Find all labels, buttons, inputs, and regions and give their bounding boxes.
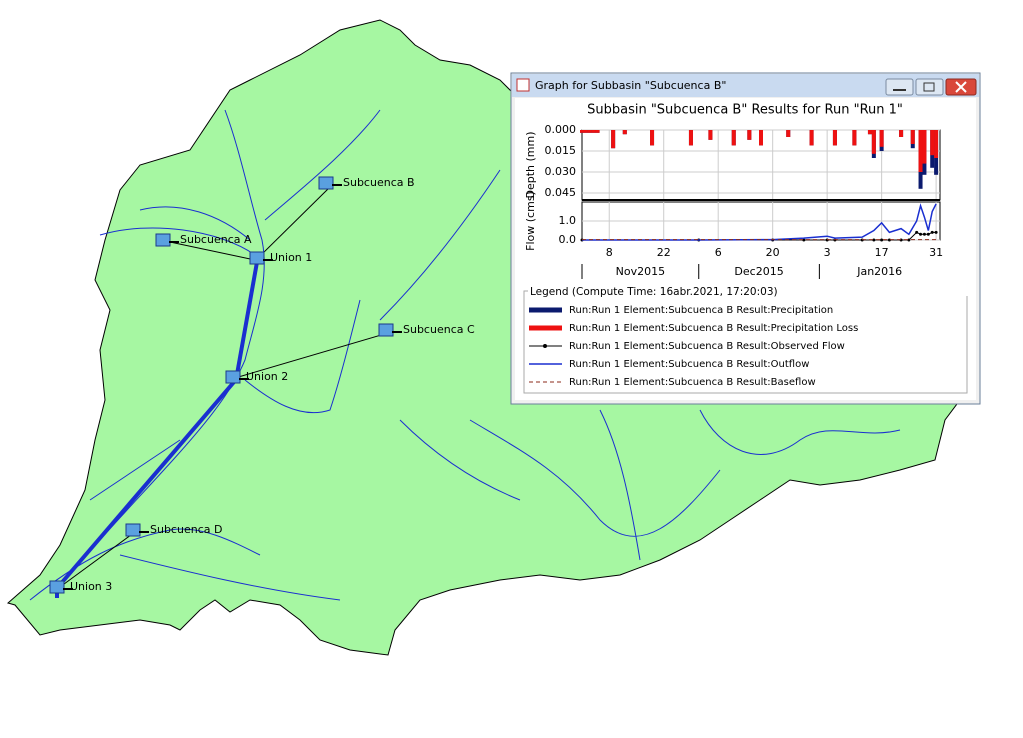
flow-marker: [919, 232, 923, 236]
depth-bar: [591, 130, 596, 133]
depth-bar: [922, 130, 927, 164]
depth-bar: [867, 130, 872, 135]
subbasin-icon: [318, 176, 334, 190]
flow-marker: [922, 232, 926, 236]
depth-bar: [708, 130, 713, 140]
junction-icon: [49, 580, 65, 594]
app-icon: [516, 78, 530, 92]
y-tick-label: 0.045: [545, 186, 577, 199]
x-tick-label: 8: [606, 246, 613, 259]
y-tick-label: 0.000: [545, 123, 577, 136]
depth-bar: [759, 130, 763, 146]
depth-bar: [622, 130, 627, 135]
depth-bar: [930, 130, 935, 156]
y-tick-label: 0.030: [545, 165, 577, 178]
depth-bar: [871, 130, 876, 154]
element-label: Subcuenca A: [180, 233, 252, 246]
depth-bar: [852, 130, 857, 146]
depth-bar: [809, 130, 814, 146]
subbasin-icon: [125, 523, 141, 537]
depth-bar: [731, 130, 736, 146]
minimize-button[interactable]: [885, 78, 914, 96]
element-label: Subcuenca C: [403, 323, 475, 336]
depth-bar: [747, 130, 752, 140]
depth-bar: [587, 130, 592, 133]
depth-bar: [786, 130, 791, 137]
y-tick-label: 0.015: [545, 144, 577, 157]
legend-entry: Run:Run 1 Element:Subcuenca B Result:Bas…: [569, 377, 816, 388]
depth-bar: [832, 130, 837, 146]
flow-marker: [915, 230, 919, 234]
element-label: Union 3: [70, 580, 112, 593]
flow-marker: [880, 238, 884, 242]
legend-entry: Run:Run 1 Element:Subcuenca B Result:Obs…: [569, 341, 845, 352]
depth-bar: [910, 130, 915, 144]
month-label: Nov2015: [616, 265, 665, 278]
depth-bar: [934, 130, 939, 158]
depth-bar: [879, 130, 884, 147]
legend-marker: [543, 344, 547, 348]
rivers: [29, 109, 901, 601]
x-tick-label: 20: [766, 246, 780, 259]
maximize-button[interactable]: [915, 78, 944, 96]
depth-bar: [899, 130, 904, 137]
y-axis-label: Depth (mm): [524, 131, 537, 198]
depth-bar: [650, 130, 655, 146]
depth-bar: [580, 130, 584, 133]
element-label: Union 1: [270, 251, 312, 264]
flow-line: [582, 203, 937, 241]
depth-bar: [918, 130, 923, 172]
element-label: Subcuenca B: [343, 176, 415, 189]
legend-entry: Run:Run 1 Element:Subcuenca B Result:Pre…: [569, 305, 833, 316]
element-label: Subcuenca D: [150, 523, 222, 536]
x-tick-label: 3: [824, 246, 831, 259]
x-tick-label: 22: [657, 246, 671, 259]
y-tick-label: 0.0: [559, 233, 577, 246]
depth-bar: [688, 130, 693, 146]
depth-bar: [595, 130, 600, 133]
legend-entry: Run:Run 1 Element:Subcuenca B Result:Pre…: [569, 323, 858, 334]
subbasin-icon: [155, 233, 171, 247]
element-label: Union 2: [246, 370, 288, 383]
y-axis-label: Flow (cms): [524, 191, 537, 251]
connectors: [59, 186, 389, 588]
month-label: Jan2016: [856, 265, 902, 278]
x-tick-label: 17: [875, 246, 889, 259]
flow-marker: [926, 232, 930, 236]
subbasin-icon: [378, 323, 394, 337]
junction-icon: [249, 251, 265, 265]
legend-title: Legend (Compute Time: 16abr.2021, 17:20:…: [530, 286, 778, 298]
flow-marker: [907, 238, 911, 242]
month-label: Dec2015: [734, 265, 783, 278]
flow-marker: [930, 230, 934, 234]
depth-bar: [583, 130, 588, 133]
legend-entry: Run:Run 1 Element:Subcuenca B Result:Out…: [569, 359, 809, 370]
flow-marker: [934, 230, 938, 234]
x-tick-label: 6: [715, 246, 722, 259]
flow-marker: [802, 238, 806, 242]
graph-title: Subbasin "Subcuenca B" Results for Run "…: [587, 103, 903, 118]
x-tick-label: 31: [929, 246, 943, 259]
title-bar: [512, 74, 979, 97]
junction-icon: [225, 370, 241, 384]
depth-bar: [611, 130, 616, 149]
y-tick-label: 1.0: [559, 214, 577, 227]
window-title: Graph for Subbasin "Subcuenca B": [535, 79, 726, 92]
flow-marker: [872, 238, 876, 242]
